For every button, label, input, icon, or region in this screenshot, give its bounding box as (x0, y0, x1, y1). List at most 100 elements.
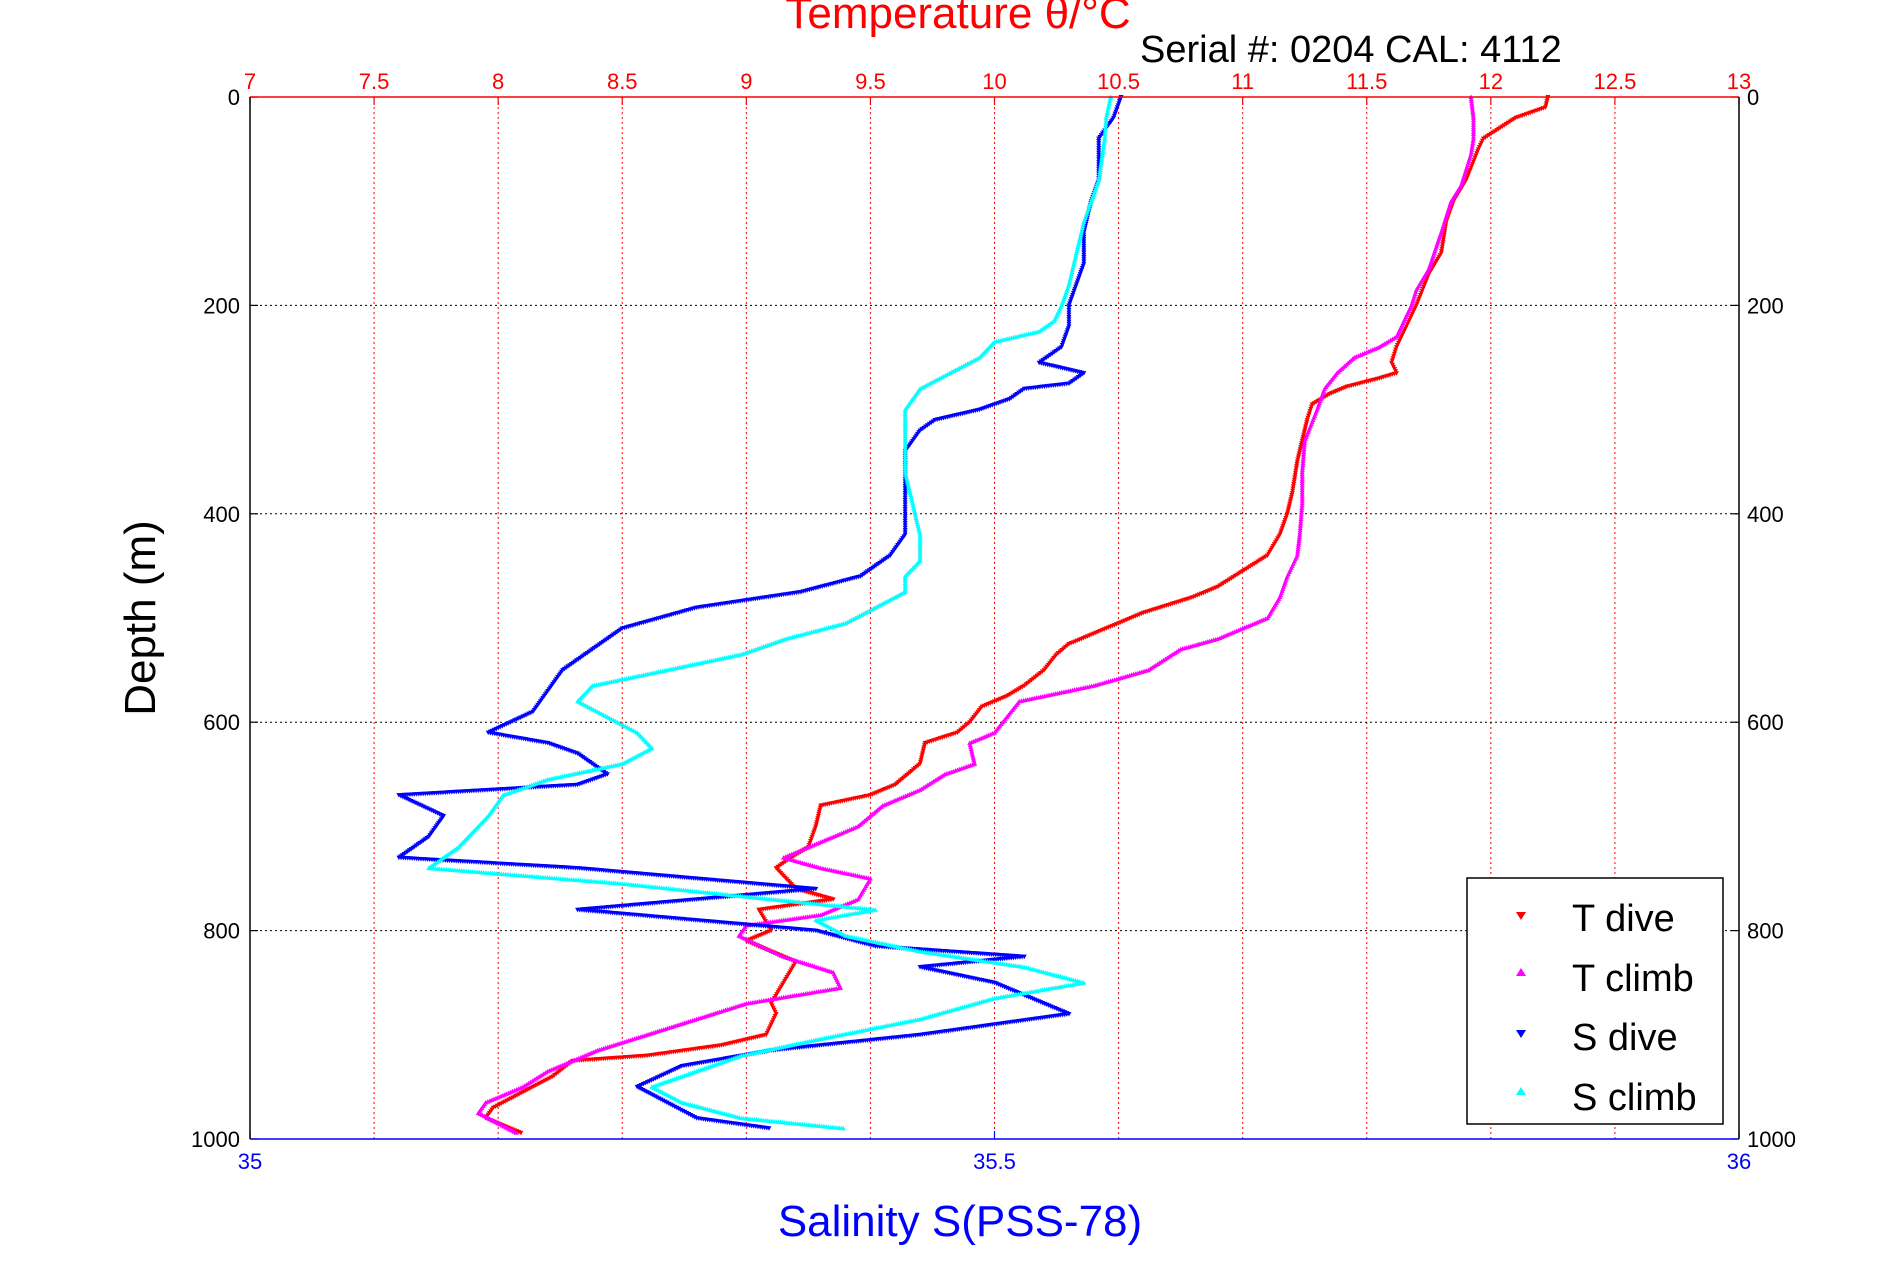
data-point (902, 521, 908, 526)
temperature-tick-label: 7.5 (359, 69, 390, 94)
data-point (1298, 512, 1304, 517)
temperature-tick-label: 9.5 (855, 69, 886, 94)
data-point (1072, 254, 1078, 260)
data-point (969, 750, 975, 756)
data-point (1012, 689, 1018, 695)
depth-tick-label-left: 200 (203, 293, 240, 318)
data-point (914, 519, 920, 525)
depth-tick-label-left: 800 (203, 919, 240, 944)
data-point (1071, 261, 1077, 266)
data-point (1079, 227, 1085, 233)
data-point (1105, 104, 1111, 110)
data-point (1299, 500, 1305, 506)
data-point (1323, 394, 1329, 399)
data-point (1300, 462, 1306, 468)
data-point (1102, 133, 1108, 139)
data-point (1469, 145, 1475, 150)
data-point (910, 500, 916, 506)
data-point (1010, 690, 1016, 696)
data-point (1300, 453, 1306, 459)
data-point (908, 494, 914, 500)
data-point (1470, 140, 1476, 146)
data-point (1099, 154, 1105, 160)
data-point (1469, 104, 1475, 110)
data-point (1068, 273, 1074, 279)
data-point (1078, 232, 1084, 237)
data-point (904, 477, 910, 483)
data-point (902, 490, 908, 496)
data-point (1297, 525, 1303, 530)
salinity-tick-label: 35 (238, 1149, 262, 1174)
data-point (971, 757, 977, 762)
data-point (909, 496, 915, 502)
data-point (1296, 534, 1302, 539)
data-point (1295, 550, 1301, 556)
data-point (1096, 148, 1102, 153)
data-point (902, 497, 908, 503)
data-point (970, 755, 976, 760)
data-point (1107, 96, 1113, 102)
data-point (1103, 122, 1109, 127)
data-point (1096, 173, 1102, 179)
data-point (1101, 140, 1107, 145)
data-point (902, 500, 908, 505)
data-point (1102, 126, 1108, 132)
legend-marker-t-dive (1516, 912, 1526, 920)
data-point (907, 488, 913, 493)
data-point (1301, 451, 1307, 457)
data-point (1299, 507, 1305, 513)
data-point (911, 507, 917, 512)
data-point (1066, 310, 1072, 315)
data-point (518, 1130, 524, 1136)
data-point (1080, 223, 1086, 229)
data-point (1074, 248, 1080, 254)
legend-marker-t-climb (1516, 968, 1526, 976)
data-point (1470, 138, 1476, 143)
data-point (903, 471, 909, 477)
data-point (906, 484, 912, 489)
data-point (1066, 321, 1072, 327)
data-point (1098, 165, 1104, 170)
data-point (1066, 303, 1072, 308)
data-point (1096, 141, 1102, 146)
data-point (1295, 548, 1301, 554)
data-point (1299, 509, 1305, 515)
data-point (909, 498, 915, 504)
data-point (766, 1126, 772, 1131)
data-point (1100, 144, 1106, 150)
depth-tick-label-right: 200 (1747, 293, 1784, 318)
data-point (1069, 267, 1075, 272)
legend-item-t-climb: T climb (1516, 958, 1694, 1000)
data-point (1301, 447, 1307, 452)
data-point (1468, 96, 1474, 102)
data-point (1079, 225, 1085, 231)
data-point (902, 511, 908, 517)
data-point (902, 528, 908, 533)
data-point (915, 523, 921, 529)
depth-tick-label-right: 0 (1747, 85, 1759, 110)
data-point (1098, 161, 1104, 166)
data-point (1103, 124, 1109, 130)
data-point (1470, 133, 1476, 139)
data-point (1311, 401, 1317, 406)
temperature-tick-label: 12 (1479, 69, 1503, 94)
salinity-axis-title: Salinity S(PSS-78) (778, 1197, 1142, 1246)
legend-item-s-climb: S climb (1516, 1077, 1697, 1119)
data-point (910, 502, 916, 508)
data-point (903, 473, 909, 479)
depth-tick-label-right: 600 (1747, 710, 1784, 735)
depth-tick-label-left: 400 (203, 502, 240, 527)
data-point (1470, 124, 1476, 130)
data-point (1301, 442, 1307, 448)
data-point (1100, 150, 1106, 156)
data-point (1071, 259, 1077, 264)
legend-label-t-dive: T dive (1572, 898, 1675, 940)
data-point (1470, 126, 1476, 132)
data-point (1470, 119, 1476, 125)
data-point (1096, 152, 1102, 158)
data-point (513, 1130, 519, 1135)
data-point (902, 484, 908, 489)
data-point (1301, 445, 1307, 450)
data-point (1102, 136, 1108, 141)
